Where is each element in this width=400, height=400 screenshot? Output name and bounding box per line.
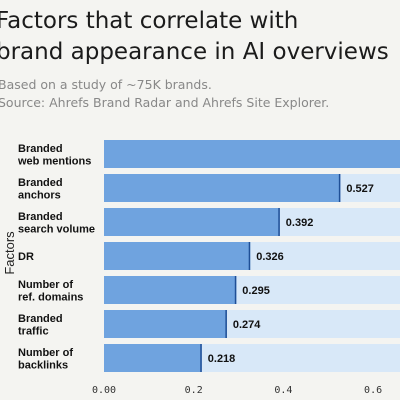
- category-label: Branded traffic: [18, 313, 63, 338]
- bar-edge: [225, 310, 227, 338]
- value-label: 0.274: [233, 319, 261, 331]
- bar-edge: [338, 174, 341, 202]
- bar: [104, 310, 227, 338]
- y-axis-label: Factors: [2, 231, 17, 275]
- value-label: 0.392: [286, 217, 314, 229]
- value-label: 0.295: [242, 285, 270, 297]
- category-label: Branded anchors: [18, 177, 63, 202]
- category-label: DR: [18, 251, 34, 263]
- x-tick-label: 0.2: [185, 385, 203, 396]
- chart-subtitle: Based on a study of ~75K brands.: [0, 77, 212, 92]
- bar-edge: [248, 242, 251, 270]
- bar-edge: [278, 208, 280, 236]
- chart-source: Source: Ahrefs Brand Radar and Ahrefs Si…: [0, 95, 330, 110]
- category-label: Number of ref. domains: [18, 279, 83, 304]
- value-label: 0.527: [346, 183, 374, 195]
- value-label: 0.326: [256, 251, 284, 263]
- category-label: Number of backlinks: [18, 347, 73, 372]
- category-label: Branded web mentions: [17, 143, 91, 168]
- bar: [104, 276, 237, 304]
- x-tick-label: 0.4: [274, 385, 292, 396]
- category-label: Branded search volume: [18, 211, 95, 236]
- chart-title: Factors that correlate with brand appear…: [0, 8, 389, 65]
- bar: [104, 242, 251, 270]
- bar-edge: [234, 276, 237, 304]
- value-label: 0.218: [208, 353, 236, 365]
- bar-edge: [200, 344, 202, 372]
- bar: [104, 344, 202, 372]
- chart-subtitle-block: Based on a study of ~75K brands. Source:…: [0, 76, 400, 112]
- bar: [104, 208, 280, 236]
- bar: [104, 174, 341, 202]
- bar: [104, 140, 400, 168]
- x-tick-label: 0.00: [92, 385, 116, 396]
- x-tick-label: 0.6: [364, 385, 382, 396]
